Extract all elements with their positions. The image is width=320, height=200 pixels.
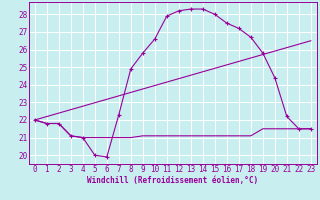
X-axis label: Windchill (Refroidissement éolien,°C): Windchill (Refroidissement éolien,°C) xyxy=(87,176,258,185)
